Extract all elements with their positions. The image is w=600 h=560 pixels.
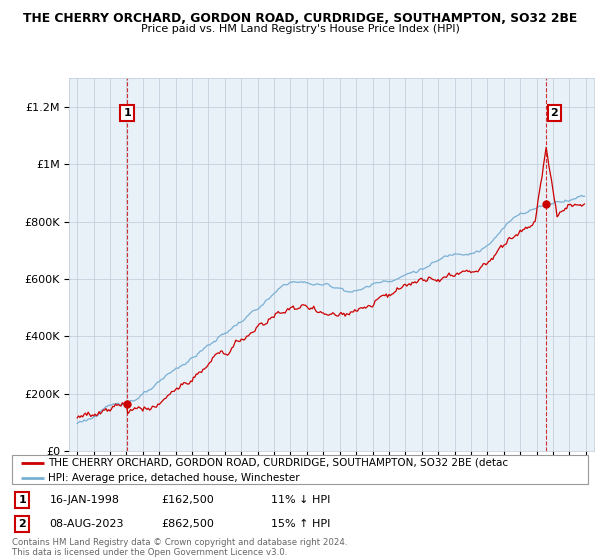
Text: 11% ↓ HPI: 11% ↓ HPI xyxy=(271,494,331,505)
Text: THE CHERRY ORCHARD, GORDON ROAD, CURDRIDGE, SOUTHAMPTON, SO32 2BE: THE CHERRY ORCHARD, GORDON ROAD, CURDRID… xyxy=(23,12,577,25)
Text: THE CHERRY ORCHARD, GORDON ROAD, CURDRIDGE, SOUTHAMPTON, SO32 2BE (detac: THE CHERRY ORCHARD, GORDON ROAD, CURDRID… xyxy=(48,458,508,468)
Text: HPI: Average price, detached house, Winchester: HPI: Average price, detached house, Winc… xyxy=(48,473,299,483)
FancyBboxPatch shape xyxy=(12,455,588,484)
Text: 15% ↑ HPI: 15% ↑ HPI xyxy=(271,519,331,529)
Text: 16-JAN-1998: 16-JAN-1998 xyxy=(49,494,119,505)
Text: 1: 1 xyxy=(123,108,131,118)
Text: Price paid vs. HM Land Registry's House Price Index (HPI): Price paid vs. HM Land Registry's House … xyxy=(140,24,460,34)
Text: £162,500: £162,500 xyxy=(162,494,215,505)
Text: Contains HM Land Registry data © Crown copyright and database right 2024.
This d: Contains HM Land Registry data © Crown c… xyxy=(12,538,347,557)
Text: 2: 2 xyxy=(551,108,559,118)
Text: 08-AUG-2023: 08-AUG-2023 xyxy=(49,519,124,529)
Text: 2: 2 xyxy=(19,519,26,529)
Text: 1: 1 xyxy=(19,494,26,505)
Text: £862,500: £862,500 xyxy=(162,519,215,529)
